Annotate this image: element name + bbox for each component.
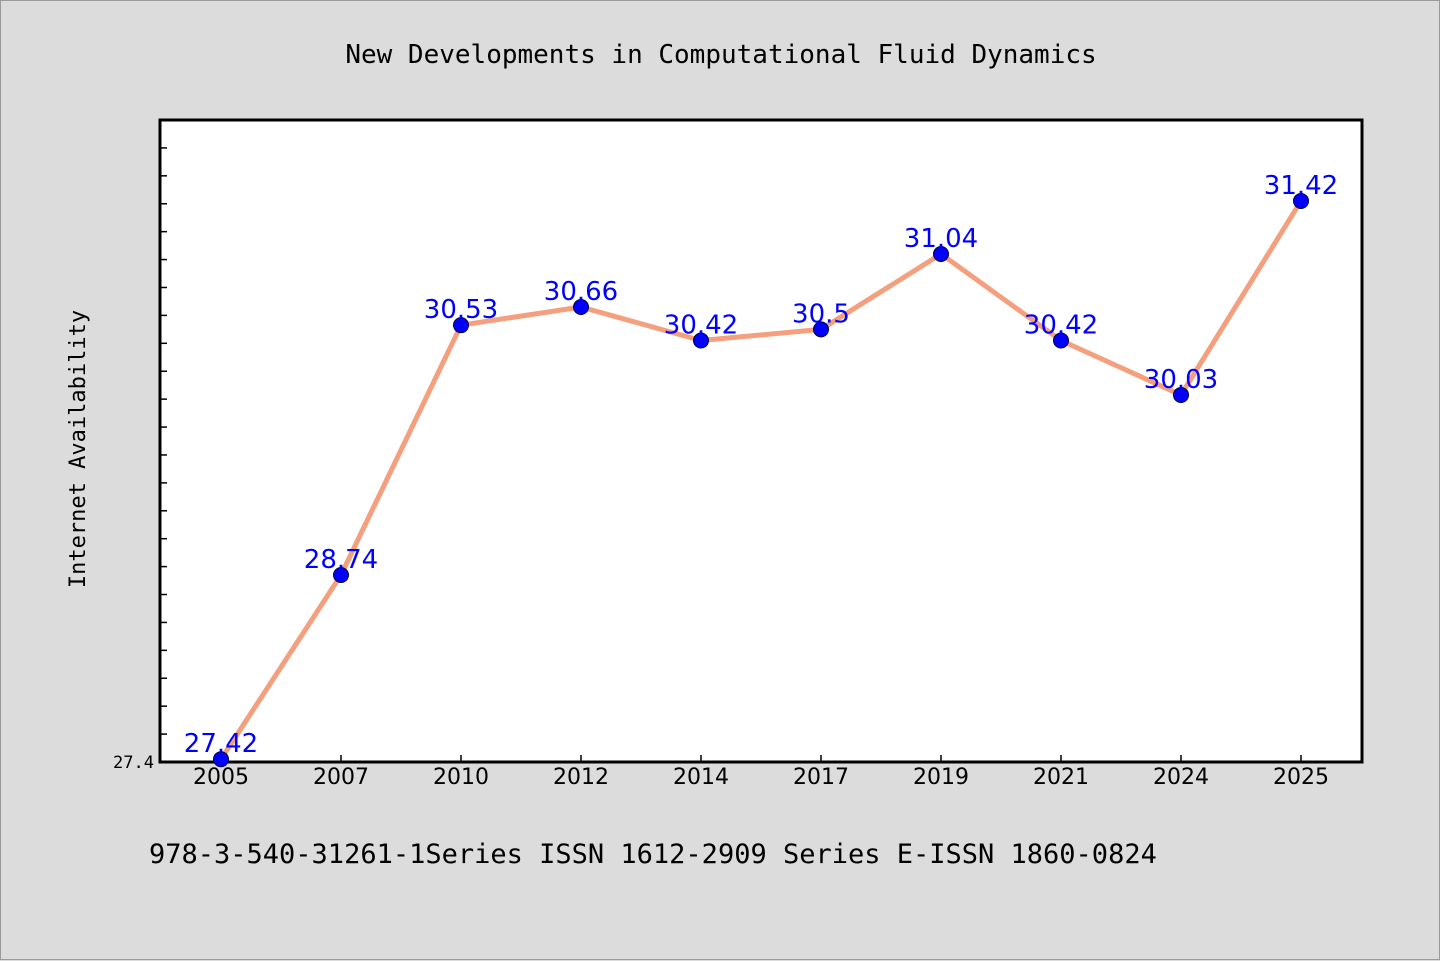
data-label: 30.42 [1024, 311, 1098, 341]
x-tick-label: 2019 [913, 765, 969, 790]
x-tick-label: 2007 [313, 765, 369, 790]
data-point [1173, 386, 1189, 403]
x-tick-label: 2025 [1273, 765, 1329, 790]
data-label: 30.42 [664, 311, 738, 341]
x-tick-label: 2014 [673, 765, 729, 790]
x-tick-label: 2010 [433, 765, 489, 790]
data-label: 27.42 [184, 729, 258, 759]
data-label: 28.74 [304, 545, 378, 575]
x-axis-ticks: 2005 2007 2010 2012 2014 2017 2019 2021 2024 2025 [193, 755, 1329, 790]
data-point [213, 751, 229, 768]
data-label: 30.53 [424, 295, 498, 325]
data-point [1293, 192, 1309, 209]
chart-title: New Developments in Computational Fluid … [345, 40, 1096, 70]
footer-isbn: 978-3-540-31261-1Series ISSN 1612-2909 S… [149, 839, 1157, 870]
x-tick-label: 2005 [193, 765, 249, 790]
data-label: 30.66 [544, 277, 618, 307]
data-point [453, 317, 469, 334]
data-point [693, 332, 709, 349]
data-label: 30.03 [1144, 365, 1218, 395]
data-point [933, 245, 949, 262]
data-point [813, 321, 829, 338]
x-tick-label: 2017 [793, 765, 849, 790]
data-point [1053, 332, 1069, 349]
data-label: 31.42 [1264, 171, 1338, 201]
data-point [573, 299, 589, 316]
data-label: 31.04 [904, 224, 978, 254]
series-line-group [218, 199, 1304, 761]
series-line [218, 199, 1304, 761]
plot-area [158, 118, 1364, 764]
data-point [333, 566, 349, 583]
data-labels: 27.42 28.74 30.53 30.66 30.42 30.5 31.04 30.42 3… [184, 171, 1338, 759]
y-tick-label: 27.4 [113, 753, 154, 773]
x-tick-label: 2024 [1153, 765, 1209, 790]
y-axis-ticks: 27.4 [113, 119, 167, 773]
x-tick-label: 2021 [1033, 765, 1089, 790]
y-axis-label: Internet Availability [66, 310, 91, 588]
x-tick-label: 2012 [553, 765, 609, 790]
data-markers [213, 192, 1309, 768]
data-label: 30.5 [792, 299, 850, 329]
